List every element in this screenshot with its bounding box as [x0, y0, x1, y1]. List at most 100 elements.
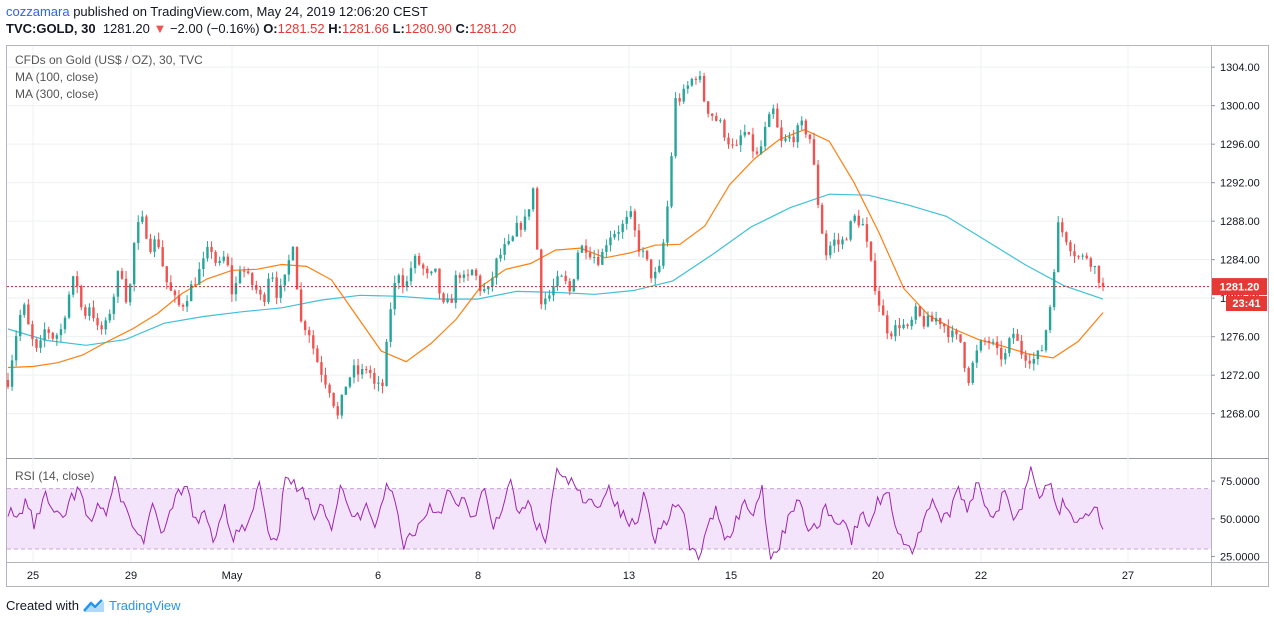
candle-body — [116, 271, 120, 297]
candle-body — [1004, 353, 1007, 360]
candle-body — [926, 315, 930, 327]
candle-body — [743, 132, 746, 136]
price-tag-box — [1212, 278, 1267, 296]
price-tick-label: 1300.00 — [1220, 101, 1260, 113]
candle-body — [303, 321, 307, 331]
candle-body — [332, 392, 335, 407]
candle-body — [1052, 272, 1056, 308]
candle-body — [1012, 333, 1015, 339]
candle-body — [295, 246, 299, 290]
candle-body — [430, 271, 433, 274]
candle-body — [336, 406, 339, 416]
candle-body — [755, 151, 759, 154]
candle-body — [983, 340, 987, 342]
candle-body — [47, 329, 50, 333]
candle-body — [271, 277, 274, 279]
candle-body — [63, 317, 67, 330]
candle-body — [71, 276, 75, 295]
candle-body — [613, 233, 616, 238]
candle-body — [442, 293, 445, 303]
rsi-path — [7, 466, 1104, 561]
candle-body — [1101, 282, 1105, 287]
candle-body — [625, 216, 628, 224]
candle-body — [92, 307, 95, 319]
candle-body — [417, 255, 421, 265]
down-arrow-icon: ▼ — [153, 21, 167, 36]
low-value: 1280.90 — [404, 21, 452, 36]
candle-body — [340, 394, 343, 416]
candle-body — [1028, 360, 1031, 364]
candle-body — [308, 330, 311, 336]
candles — [6, 70, 1105, 420]
candle-body — [88, 307, 91, 316]
candle-body — [739, 135, 742, 146]
ohlc-line: TVC:GOLD, 30 1281.20 ▼ −2.00 (−0.16%) O:… — [6, 20, 516, 37]
candle-body — [527, 209, 531, 217]
close-value: 1281.20 — [469, 21, 517, 36]
price-tag: 1281.20 23:41 — [1212, 278, 1267, 311]
candle-body — [279, 285, 282, 298]
candle-body — [226, 256, 230, 266]
rsi-tick-label: 25.0000 — [1220, 551, 1260, 563]
candle-body — [128, 284, 132, 303]
candle-body — [865, 224, 869, 242]
author-link[interactable]: cozzamara — [6, 4, 70, 19]
candle-body — [31, 324, 34, 340]
candle-body — [686, 85, 689, 89]
time-tick-label: 27 — [1122, 570, 1134, 582]
candle-body — [987, 340, 991, 343]
candle-body — [971, 362, 974, 383]
candle-body — [898, 325, 901, 329]
candle-body — [1040, 350, 1044, 352]
candle-body — [198, 269, 201, 285]
candle-body — [328, 384, 331, 393]
candle-body — [413, 255, 417, 269]
candle-body — [1061, 222, 1064, 233]
candle-body — [487, 286, 490, 290]
candle-body — [19, 314, 22, 337]
ma100-path — [7, 129, 1104, 369]
candle-body — [658, 265, 661, 272]
low-label: L: — [392, 21, 405, 36]
candle-body — [283, 274, 287, 286]
price-tick-label: 1288.00 — [1220, 216, 1260, 228]
open-label: O: — [263, 21, 278, 36]
time-axis-labels: 25 29 May 6 8 13 15 20 22 27 — [27, 570, 1134, 582]
candle-body — [1065, 232, 1068, 243]
candle-body — [881, 305, 885, 316]
candle-body — [951, 330, 954, 338]
rsi-tick-label: 50.0000 — [1220, 514, 1260, 526]
candle-body — [861, 224, 865, 226]
tradingview-brand-link[interactable]: TradingView — [108, 598, 181, 613]
candle-body — [124, 278, 128, 303]
candle-body — [491, 277, 494, 287]
candle-body — [1073, 251, 1076, 257]
candle-body — [169, 282, 173, 291]
price-tick-label: 1296.00 — [1220, 139, 1260, 151]
candle-body — [35, 339, 38, 348]
candle-body — [324, 374, 327, 385]
footer: Created with TradingView — [6, 597, 181, 615]
candle-body — [698, 75, 702, 80]
candle-body — [621, 223, 624, 233]
candle-body — [576, 252, 580, 280]
candle-body — [588, 252, 592, 258]
candle-body — [393, 282, 396, 310]
candle-body — [609, 237, 612, 246]
candle-body — [267, 278, 270, 302]
candle-body — [450, 298, 453, 303]
candle-body — [914, 306, 917, 320]
candle-body — [829, 245, 832, 256]
candle-body — [320, 362, 323, 375]
candle-body — [597, 256, 600, 265]
time-tick-label: 6 — [375, 570, 381, 582]
candle-body — [584, 245, 588, 253]
candle-body — [218, 260, 221, 263]
candle-body — [833, 239, 836, 246]
candle-body — [246, 271, 250, 274]
price-tag-value: 1281.20 — [1220, 282, 1260, 294]
candle-body — [1057, 222, 1060, 273]
candle-body — [629, 211, 633, 217]
candle-body — [572, 279, 576, 292]
